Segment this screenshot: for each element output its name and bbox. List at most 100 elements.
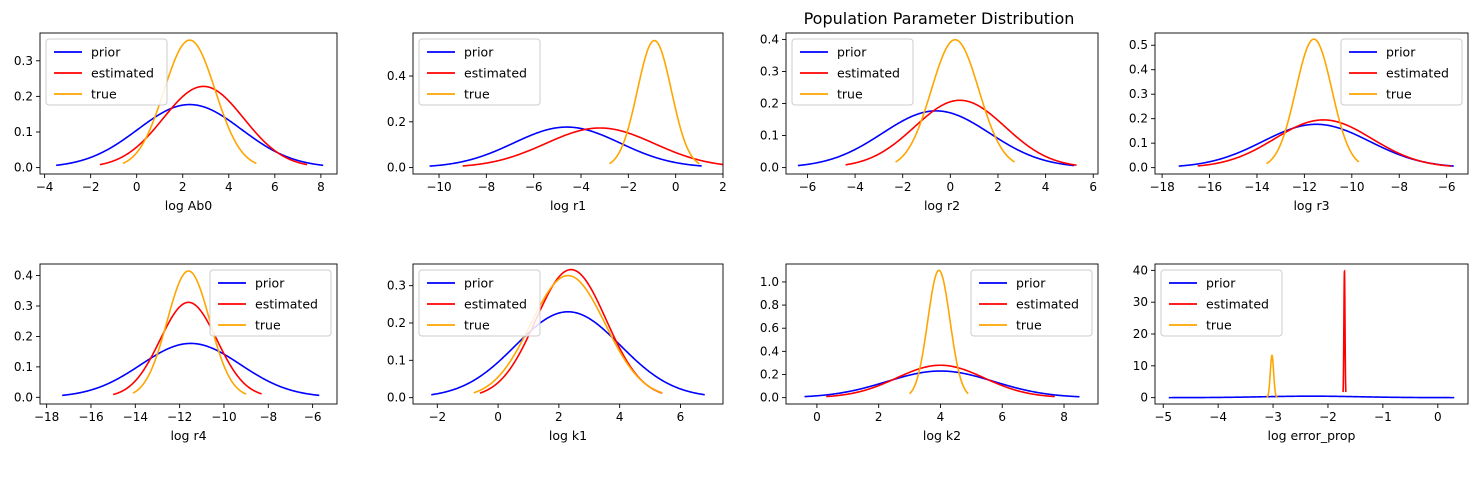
series-line-estimated <box>845 99 1077 166</box>
legend-label-prior: prior <box>837 45 867 60</box>
x-axis-label: log r4 <box>170 428 206 443</box>
y-tick-label: 0.3 <box>1129 87 1148 101</box>
legend-label-prior: prior <box>464 45 494 60</box>
legend-label-prior: prior <box>1386 45 1416 60</box>
x-tick-label: −8 <box>259 410 277 424</box>
legend-box <box>1340 38 1463 106</box>
legend: prior estimated true <box>791 38 914 106</box>
x-tick-label: 2 <box>555 410 563 424</box>
x-axis-label: log r3 <box>1293 198 1329 213</box>
x-tick-label: −2 <box>894 180 912 194</box>
x-tick-label: −4 <box>846 180 864 194</box>
x-tick-label: 4 <box>616 410 624 424</box>
x-tick-label: 4 <box>1042 180 1050 194</box>
legend-label-prior: prior <box>1206 276 1236 291</box>
legend-label-true: true <box>1386 87 1412 102</box>
y-tick-label: 20 <box>1133 327 1148 341</box>
series-line-true <box>609 39 700 165</box>
y-tick-label: 0.1 <box>387 353 406 367</box>
series-line-prior <box>1178 123 1454 167</box>
x-tick-label: −10 <box>426 180 451 194</box>
y-tick-label: 0.0 <box>760 391 779 405</box>
x-axis-label: log Ab0 <box>165 198 213 213</box>
y-tick-label: 0.1 <box>760 129 779 143</box>
curves <box>431 268 705 396</box>
x-tick-label: −18 <box>34 410 59 424</box>
subplot-1: −4 −2 0 2 4 6 8 0.0 0.1 0.2 0.3 log Ab0 prior estimat… <box>14 32 338 213</box>
y-tick-label: 10 <box>1133 359 1148 373</box>
x-tick-label: −3 <box>1264 410 1282 424</box>
legend-label-prior: prior <box>1016 276 1046 291</box>
y-tick-label: 30 <box>1133 295 1148 309</box>
subplot-3: −6 −4 −2 0 2 4 6 0.0 0.1 0.2 0.3 0.4 log r2 prior esti… <box>760 32 1099 213</box>
x-axis-label: log k2 <box>923 428 961 443</box>
curves <box>1168 269 1455 399</box>
y-tick-label: 0.0 <box>387 161 406 175</box>
y-tick-label: 0.4 <box>387 69 406 83</box>
subplot-5: −18 −16 −14 −12 −10 −8 −6 0.0 0.1 0.2 0.3 0.4 log r4… <box>14 263 338 443</box>
legend: prior estimated true <box>45 38 168 106</box>
x-tick-label: 8 <box>317 180 325 194</box>
legend-box <box>209 269 332 337</box>
y-tick-label: 0 <box>1140 391 1148 405</box>
x-tick-label: −5 <box>1154 410 1172 424</box>
y-tick-label: 40 <box>1133 263 1148 277</box>
legend: prior estimated true <box>209 269 332 337</box>
legend-label-true: true <box>91 87 117 102</box>
series-line-prior <box>431 310 705 396</box>
x-tick-label: −2 <box>82 180 100 194</box>
legend: prior estimated true <box>418 269 541 337</box>
legend: prior estimated true <box>1340 38 1463 106</box>
y-tick-label: 0.2 <box>760 367 779 381</box>
y-tick-label: 0.1 <box>14 360 33 374</box>
y-tick-label: 0.3 <box>14 299 33 313</box>
x-tick-label: 6 <box>1089 180 1097 194</box>
curves <box>1178 38 1454 167</box>
legend-label-true: true <box>1206 318 1232 333</box>
x-tick-label: 6 <box>271 180 279 194</box>
curves <box>797 38 1077 167</box>
y-tick-label: 0.5 <box>1129 38 1148 52</box>
y-tick-label: 0.0 <box>14 161 33 175</box>
x-tick-label: 2 <box>994 180 1002 194</box>
y-tick-label: 0.0 <box>1129 161 1148 175</box>
x-tick-label: 2 <box>179 180 187 194</box>
legend-label-prior: prior <box>91 45 121 60</box>
x-tick-label: −14 <box>1244 180 1269 194</box>
legend: prior estimated true <box>970 269 1093 337</box>
legend-label-true: true <box>837 87 863 102</box>
series-line-true <box>895 38 1016 163</box>
legend-label-true: true <box>255 318 281 333</box>
y-tick-label: 1.0 <box>760 275 779 289</box>
subplot-6: −2 0 2 4 6 0.0 0.1 0.2 0.3 log k1 prior estimated tr… <box>387 263 724 443</box>
y-tick-label: 0.2 <box>387 115 406 129</box>
x-axis-label: log error_prop <box>1268 428 1356 443</box>
legend-label-estimated: estimated <box>1386 66 1449 81</box>
x-tick-label: −8 <box>1390 180 1408 194</box>
axes-frame <box>39 32 338 175</box>
x-tick-label: −16 <box>78 410 103 424</box>
y-tick-label: 0.4 <box>14 269 33 283</box>
series-line-estimated <box>826 364 1055 398</box>
figure-title: Population Parameter Distribution <box>804 9 1075 28</box>
x-tick-label: 0 <box>947 180 955 194</box>
x-tick-label: −6 <box>1438 180 1456 194</box>
y-tick-label: 0.6 <box>760 321 779 335</box>
y-tick-label: 0.1 <box>1129 136 1148 150</box>
curves <box>429 39 723 167</box>
legend-box <box>418 38 541 106</box>
legend-label-prior: prior <box>464 276 494 291</box>
y-tick-label: 0.8 <box>760 298 779 312</box>
subplot-8: −5 −4 −3 −2 −1 0 0 10 20 30 40 log error_prop prior e… <box>1133 263 1469 443</box>
series-line-estimated <box>462 127 723 167</box>
y-tick-label: 0.4 <box>760 32 779 46</box>
x-tick-label: −4 <box>36 180 54 194</box>
x-tick-label: −2 <box>619 180 637 194</box>
y-tick-label: 0.4 <box>1129 63 1148 77</box>
x-tick-label: −1 <box>1374 410 1392 424</box>
axes-frame <box>785 263 1099 405</box>
y-tick-label: 0.3 <box>760 64 779 78</box>
x-tick-label: −8 <box>478 180 496 194</box>
